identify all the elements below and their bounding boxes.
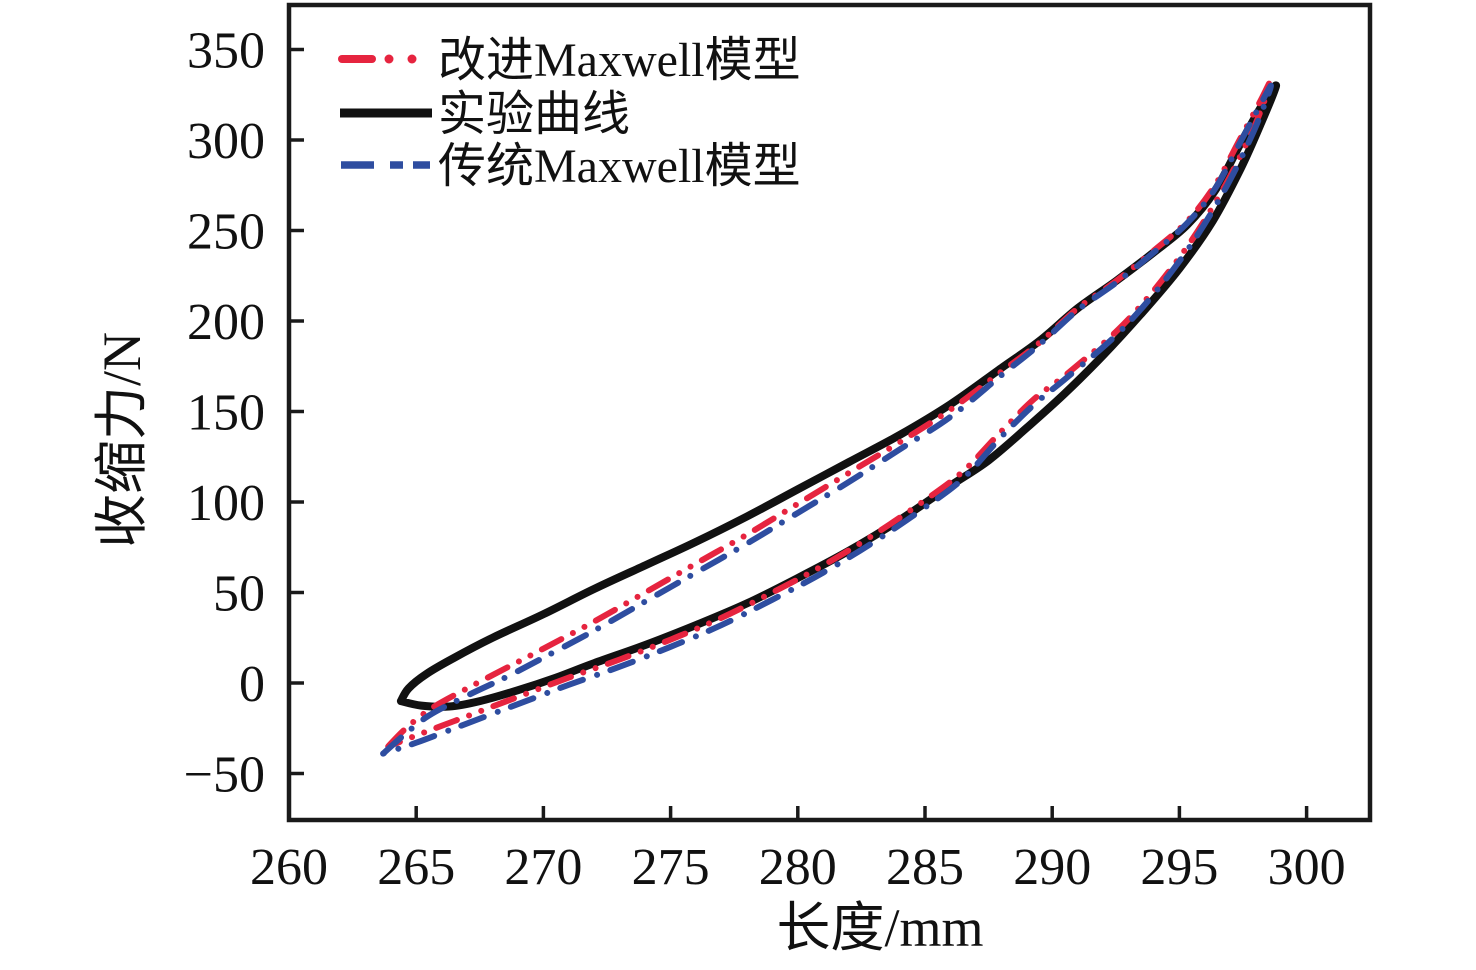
series-experimental bbox=[396, 81, 1281, 711]
y-tick-label: −50 bbox=[184, 747, 265, 804]
y-tick-label: 150 bbox=[187, 385, 265, 442]
series-improved-maxwell bbox=[385, 77, 1275, 750]
legend-marker-dot bbox=[407, 54, 417, 64]
x-tick-label: 280 bbox=[759, 839, 837, 896]
y-tick-label: 0 bbox=[239, 656, 265, 713]
y-tick-label: 200 bbox=[187, 294, 265, 351]
y-tick-label: 100 bbox=[187, 475, 265, 532]
y-tick-label: 300 bbox=[187, 113, 265, 170]
x-axis-title: 长度/mm bbox=[776, 898, 983, 958]
legend-label: 传统Maxwell模型 bbox=[438, 140, 801, 193]
x-tick-label: 270 bbox=[504, 839, 582, 896]
y-axis-title: 收缩力/N bbox=[92, 332, 152, 548]
x-tick-label: 260 bbox=[250, 839, 328, 896]
legend-label: 改进Maxwell模型 bbox=[438, 34, 801, 87]
y-tick-label: 250 bbox=[187, 204, 265, 261]
x-tick-label: 265 bbox=[377, 839, 455, 896]
y-tick-label: 50 bbox=[213, 566, 265, 623]
y-tick-label: 350 bbox=[187, 23, 265, 80]
x-tick-label: 285 bbox=[886, 839, 964, 896]
x-tick-label: 300 bbox=[1268, 839, 1346, 896]
x-tick-label: 295 bbox=[1140, 839, 1218, 896]
legend-label: 实验曲线 bbox=[438, 88, 630, 141]
x-tick-label: 290 bbox=[1013, 839, 1091, 896]
legend-marker-dot bbox=[384, 54, 394, 64]
x-tick-label: 275 bbox=[632, 839, 710, 896]
series-traditional-maxwell bbox=[380, 82, 1275, 757]
